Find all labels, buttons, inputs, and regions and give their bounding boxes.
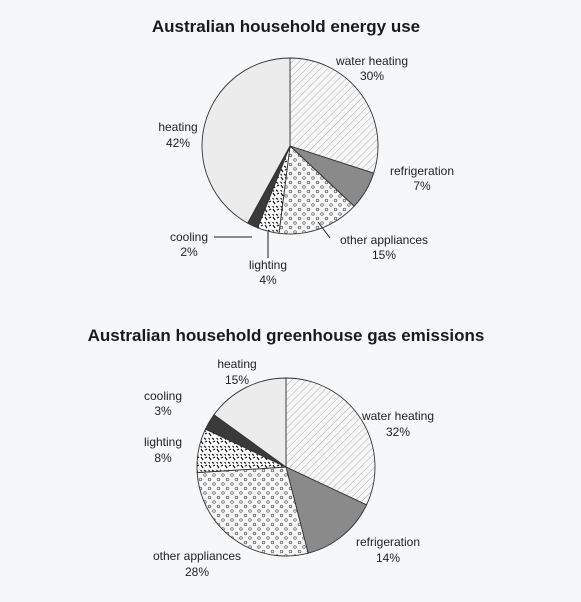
chart-title: Australian household energy use (152, 17, 420, 36)
pie-slice-refrigeration (285, 466, 368, 554)
pie-slice-other-appliances (278, 145, 355, 235)
slice-value-label: 32% (386, 425, 410, 439)
slice-value-label: 28% (185, 565, 209, 579)
slice-value-label: 14% (376, 551, 400, 565)
slice-label: cooling (144, 389, 182, 403)
slice-label: lighting (144, 435, 182, 449)
pie-slice-heating (213, 377, 287, 468)
leader-line (317, 221, 331, 239)
pie-slice-water-heating (289, 57, 379, 174)
slice-label: refrigeration (390, 164, 454, 178)
slice-value-label: 15% (225, 373, 249, 387)
slice-label: cooling (170, 230, 208, 244)
slice-label: water heating (361, 409, 434, 423)
slice-value-label: 2% (180, 245, 198, 259)
slice-value-label: 4% (259, 273, 277, 287)
slice-value-label: 8% (154, 451, 172, 465)
pie-slices (201, 57, 379, 235)
slice-label: other appliances (153, 549, 241, 563)
slice-value-label: 15% (372, 248, 396, 262)
pie-slice-other-appliances (196, 466, 309, 557)
chart-title: Australian household greenhouse gas emis… (88, 326, 485, 345)
pie-slice-heating (201, 57, 291, 224)
slice-value-label: 42% (166, 136, 190, 150)
slice-label: heating (217, 357, 256, 371)
pie-chart-energy-use: Australian household energy use water he… (152, 17, 454, 287)
pie-chart-greenhouse-emissions: Australian household greenhouse gas emis… (88, 326, 485, 579)
slice-value-label: 7% (413, 179, 431, 193)
slice-label: water heating (335, 54, 408, 68)
slice-value-label: 30% (360, 69, 384, 83)
pie-slices (196, 377, 376, 557)
slice-label: lighting (249, 258, 287, 272)
slice-label: other appliances (340, 233, 428, 247)
slice-label: refrigeration (356, 535, 420, 549)
slice-label: heating (158, 120, 197, 134)
slice-value-label: 3% (154, 404, 172, 418)
pie-slice-water-heating (285, 377, 376, 506)
